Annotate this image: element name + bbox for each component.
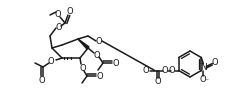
Text: O: O xyxy=(142,66,149,75)
Text: O: O xyxy=(97,72,103,81)
Text: O: O xyxy=(39,75,45,84)
Text: O: O xyxy=(200,75,207,84)
Text: O: O xyxy=(48,57,54,65)
Text: O: O xyxy=(67,6,73,16)
Text: N: N xyxy=(200,63,207,72)
Text: ⁻: ⁻ xyxy=(204,76,208,85)
Text: O: O xyxy=(96,37,102,46)
Text: O: O xyxy=(212,58,219,67)
Text: O: O xyxy=(94,50,100,60)
Polygon shape xyxy=(78,39,89,49)
Text: O: O xyxy=(80,63,86,72)
Text: O: O xyxy=(113,59,119,68)
Text: O: O xyxy=(55,9,61,18)
Text: O: O xyxy=(56,23,62,31)
Text: O: O xyxy=(161,66,168,75)
Text: O: O xyxy=(154,77,161,86)
Text: O: O xyxy=(168,66,175,75)
Text: ·: · xyxy=(199,60,202,69)
